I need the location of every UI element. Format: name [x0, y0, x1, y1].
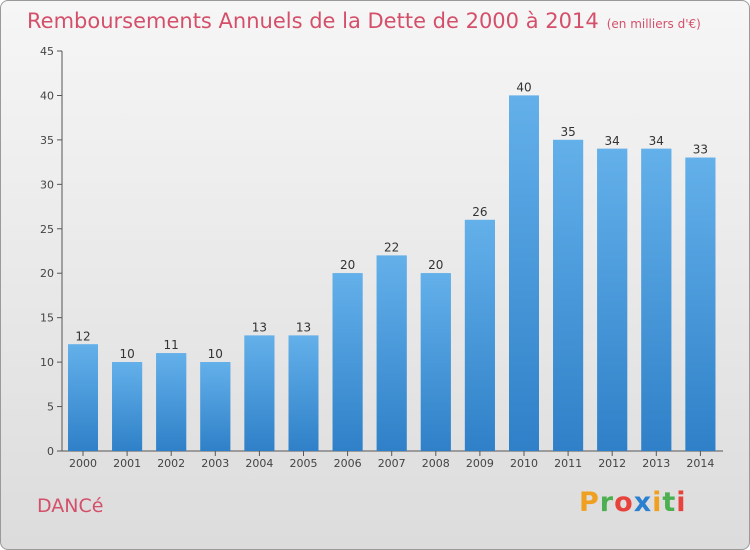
logo-letter: o — [614, 487, 634, 518]
bar-value-label: 13 — [252, 320, 267, 334]
bar-shade — [464, 219, 495, 451]
bar-value-label: 20 — [340, 258, 355, 272]
x-tick-label: 2004 — [245, 457, 273, 470]
bar-value-label: 13 — [296, 320, 311, 334]
chart-title: Remboursements Annuels de la Dette de 20… — [27, 9, 701, 33]
x-tick-label: 2002 — [157, 457, 185, 470]
x-tick-label: 2014 — [686, 457, 714, 470]
x-tick-label: 2006 — [334, 457, 362, 470]
bar-shade — [288, 335, 319, 451]
x-tick-label: 2005 — [290, 457, 318, 470]
place-name: DANCé — [37, 495, 104, 517]
bar-value-label: 34 — [605, 134, 620, 148]
bar-shade — [68, 344, 98, 451]
bar-shade — [509, 95, 539, 451]
logo-letter: x — [633, 487, 653, 518]
proxiti-logo: Proxiti — [579, 487, 687, 518]
bar-shade — [641, 148, 672, 451]
x-tick-label: 2012 — [598, 457, 626, 470]
y-tick-label: 20 — [40, 267, 54, 280]
y-tick-label: 0 — [47, 445, 54, 458]
bar-shade — [376, 255, 407, 451]
y-tick-label: 15 — [40, 312, 54, 325]
x-tick-label: 2000 — [69, 457, 97, 470]
x-tick-label: 2011 — [554, 457, 582, 470]
logo-letter: i — [652, 487, 663, 518]
bar-value-label: 34 — [649, 134, 664, 148]
logo-letter: P — [579, 487, 600, 518]
x-tick-label: 2008 — [422, 457, 450, 470]
bar-value-label: 40 — [516, 80, 531, 94]
y-tick-label: 25 — [40, 223, 54, 236]
y-tick-label: 45 — [40, 45, 54, 58]
bar-shade — [156, 353, 187, 451]
y-tick-label: 30 — [40, 178, 54, 191]
bar-value-label: 22 — [384, 240, 399, 254]
x-tick-label: 2009 — [466, 457, 494, 470]
bar-shade — [420, 273, 451, 451]
bar-shade — [112, 362, 143, 451]
bar-shade — [200, 362, 231, 451]
logo-letter: i — [676, 487, 687, 518]
bar-value-label: 11 — [164, 338, 179, 352]
bar-shade — [553, 139, 584, 451]
bar-shade — [685, 157, 716, 451]
bar-value-label: 10 — [208, 347, 223, 361]
bar-value-label: 26 — [472, 205, 487, 219]
y-tick-label: 35 — [40, 134, 54, 147]
y-tick-label: 5 — [47, 401, 54, 414]
chart-title-text: Remboursements Annuels de la Dette de 20… — [27, 9, 599, 33]
bar-value-label: 20 — [428, 258, 443, 272]
x-tick-label: 2003 — [201, 457, 229, 470]
bar-value-label: 35 — [560, 125, 575, 139]
x-tick-label: 2013 — [642, 457, 670, 470]
bar-value-label: 33 — [693, 143, 708, 157]
bar-value-label: 12 — [75, 329, 90, 343]
y-tick-label: 40 — [40, 89, 54, 102]
bar-shade — [244, 335, 275, 451]
logo-letter: t — [662, 487, 677, 518]
bar-shade — [332, 273, 363, 451]
chart-unit: (en milliers d'€) — [606, 17, 701, 31]
y-tick-label: 10 — [40, 356, 54, 369]
bar-value-label: 10 — [119, 347, 134, 361]
bar-shade — [597, 148, 628, 451]
x-tick-label: 2007 — [378, 457, 406, 470]
x-tick-label: 2010 — [510, 457, 538, 470]
x-tick-label: 2001 — [113, 457, 141, 470]
logo-letter: r — [599, 487, 615, 518]
